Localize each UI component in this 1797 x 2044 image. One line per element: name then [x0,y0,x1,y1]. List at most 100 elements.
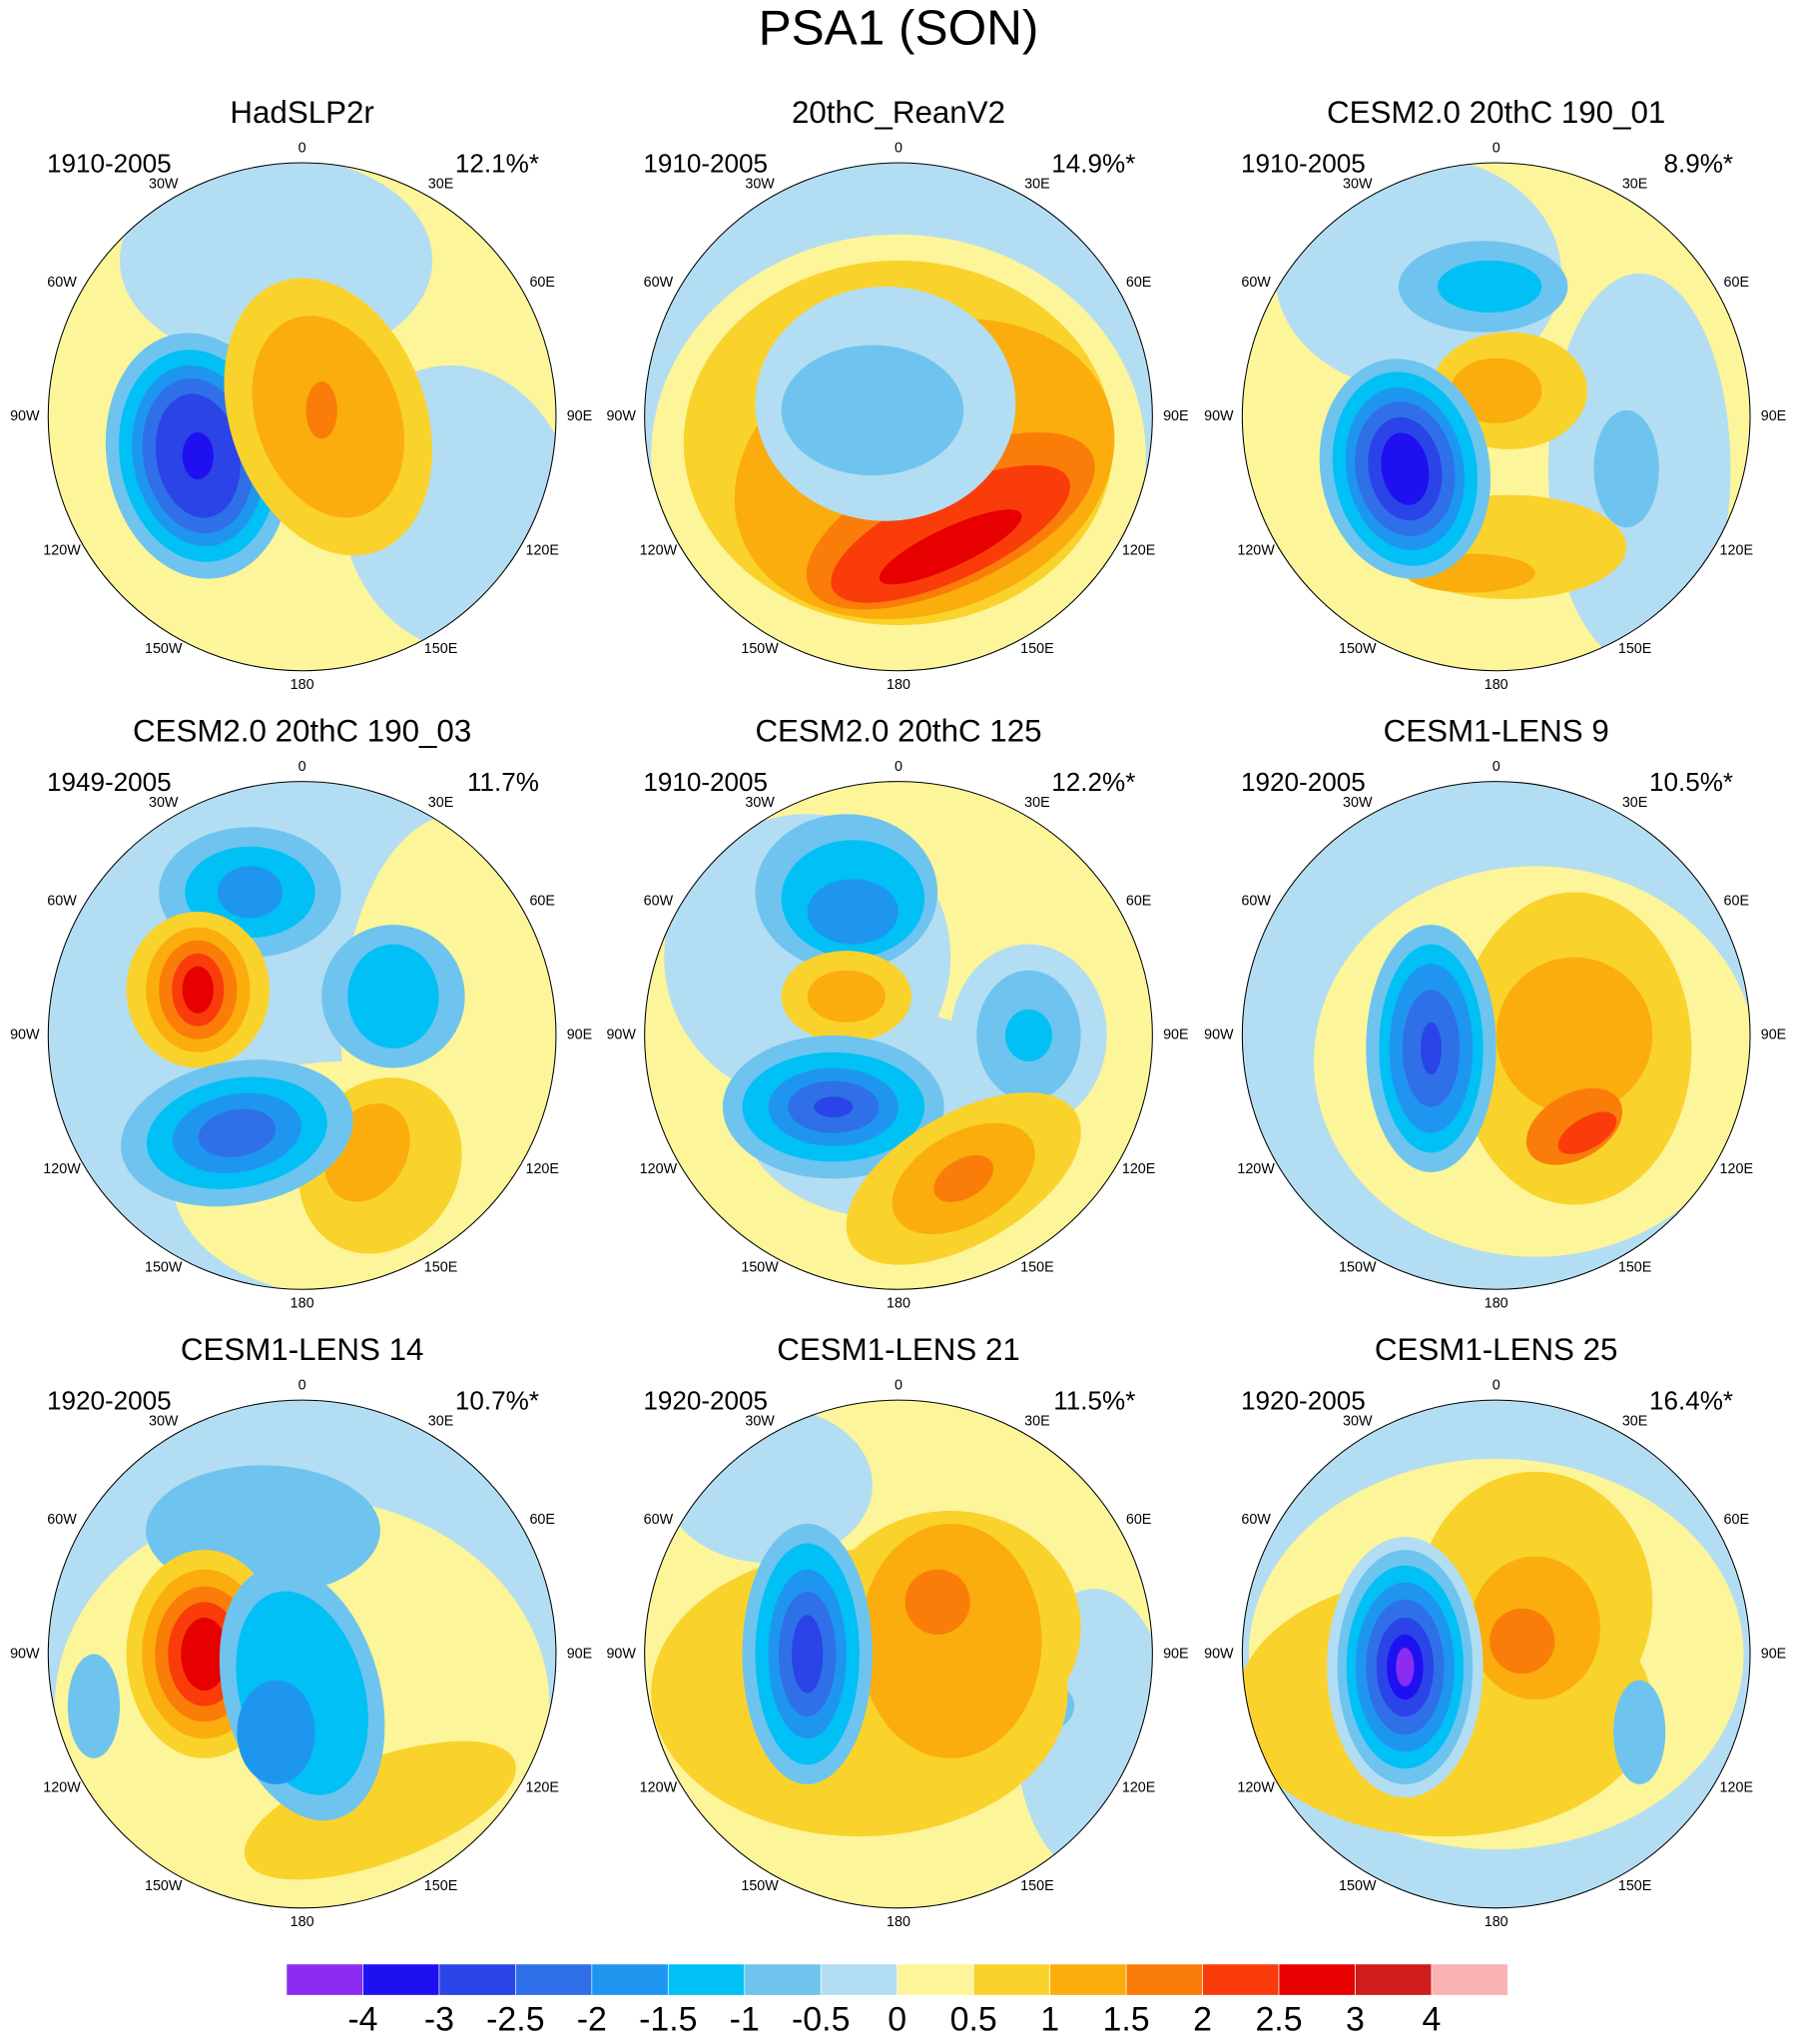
longitude-label: 90W [1204,1027,1234,1043]
map-panel [1242,781,1751,1290]
longitude-label: 0 [299,140,306,156]
contour-region [182,966,214,1014]
map-panel [644,163,1153,671]
longitude-label: 30W [745,795,775,811]
longitude-label: 120E [1122,543,1155,559]
panel-variance: 8.9%* [1663,149,1733,179]
longitude-label: 90W [1204,408,1234,424]
longitude-label: 150E [1020,1259,1053,1275]
map-panel [48,781,556,1290]
longitude-label: 150E [1020,1878,1053,1894]
longitude-label: 0 [895,1378,902,1394]
panel-variance: 10.7%* [455,1386,539,1416]
colorbar-box [667,1963,746,1996]
colorbar-box [744,1963,822,1996]
panel-variance: 11.7% [467,767,539,797]
colorbar-box [820,1963,898,1996]
longitude-label: 120W [43,1780,81,1796]
colorbar-box [515,1963,593,1996]
panel-period: 1910-2005 [643,149,768,179]
longitude-label: 120E [1122,1780,1155,1796]
panel-title: CESM2.0 20thC 190_03 [133,714,471,749]
panel-title: CESM1-LENS 25 [1375,1332,1618,1367]
longitude-label: 120E [1720,543,1753,559]
longitude-label: 30W [1343,795,1373,811]
contour-region [198,1108,277,1157]
longitude-label: 30E [1622,795,1648,811]
map-border [1241,1399,1751,1909]
longitude-label: 150W [1339,641,1377,657]
map-panel [1242,1400,1751,1908]
longitude-label: 60E [1126,893,1152,909]
longitude-label: 120E [525,1161,558,1177]
longitude-label: 180 [887,1914,910,1930]
longitude-label: 120E [1122,1161,1155,1177]
colorbar-label: 2.5 [1255,2000,1302,2038]
longitude-label: 60E [1126,275,1152,291]
contour-region [664,1406,873,1564]
contour-region [1396,1647,1415,1688]
panel-period: 1910-2005 [643,767,768,797]
longitude-label: 30W [1343,176,1373,192]
longitude-label: 90E [567,1646,593,1662]
panel-period: 1910-2005 [47,149,172,179]
longitude-label: 90W [10,1646,40,1662]
longitude-label: 120W [1237,1780,1275,1796]
longitude-label: 60E [1724,893,1750,909]
longitude-label: 150E [1618,641,1651,657]
longitude-label: 90E [1163,1646,1189,1662]
contour-region [1437,260,1542,314]
longitude-label: 90E [1163,408,1189,424]
longitude-label: 60E [1724,1512,1750,1528]
contour-region [807,970,886,1022]
longitude-label: 180 [887,1295,910,1311]
contour-region [933,1154,994,1202]
longitude-label: 30E [428,795,454,811]
colorbar-label: 1 [1040,2000,1059,2038]
contour-region [792,1615,824,1694]
figure-title: PSA1 (SON) [759,0,1039,55]
longitude-label: 60W [644,275,674,291]
colorbar-box [1202,1963,1280,1996]
contour-region [1451,357,1542,423]
longitude-label: 90E [1761,1027,1787,1043]
contour-region [879,509,1022,585]
colorbar-box [1355,1963,1433,1996]
longitude-label: 120W [1237,543,1275,559]
contour-region [904,1569,970,1635]
longitude-label: 0 [299,1378,306,1394]
colorbar-box [438,1963,516,1996]
longitude-label: 120W [640,1780,678,1796]
colorbar-label: 2 [1193,2000,1212,2038]
panel-title: CESM1-LENS 14 [181,1332,424,1367]
panel-title: 20thC_ReanV2 [792,95,1005,130]
longitude-label: 180 [291,1914,314,1930]
longitude-label: 90W [10,1027,40,1043]
longitude-label: 30E [1024,176,1050,192]
longitude-label: 60E [529,275,555,291]
longitude-label: 30W [745,176,775,192]
map-border [644,162,1153,672]
colorbar-box [286,1963,363,1996]
longitude-label: 30E [1622,176,1648,192]
colorbar-label: 4 [1423,2000,1442,2038]
panel-period: 1920-2005 [643,1386,768,1416]
colorbar-label: 0 [888,2000,906,2038]
longitude-label: 60W [47,275,77,291]
map-panel [644,1400,1153,1908]
map-border [47,162,557,672]
contour-region [807,879,898,945]
longitude-label: 150E [424,1259,457,1275]
longitude-label: 150W [1339,1259,1377,1275]
longitude-label: 60W [1241,275,1271,291]
longitude-label: 150W [145,1259,183,1275]
longitude-label: 30E [1024,1414,1050,1430]
longitude-label: 60W [644,1512,674,1528]
longitude-label: 150W [741,1259,779,1275]
map-border [1241,781,1751,1290]
longitude-label: 60W [47,1512,77,1528]
longitude-label: 30W [745,1414,775,1430]
contour-region [347,944,439,1048]
